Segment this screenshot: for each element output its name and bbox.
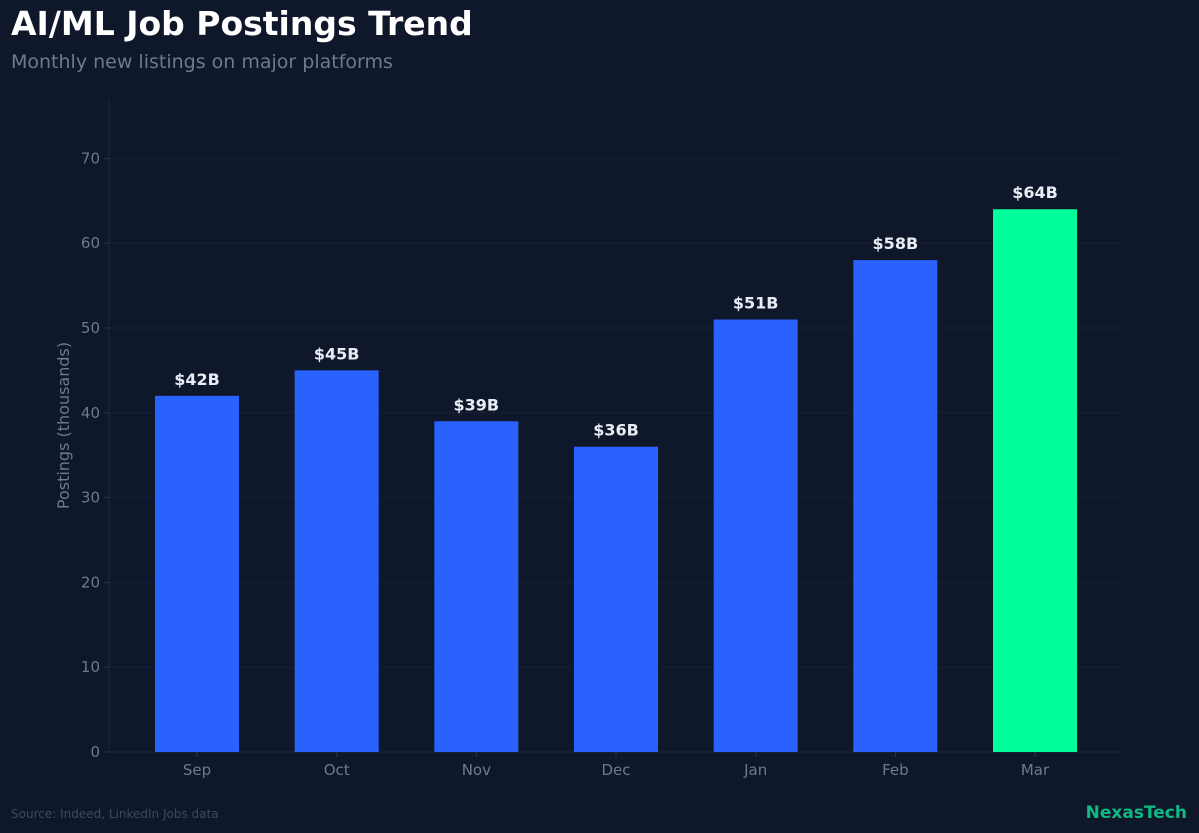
y-tick-label: 30 — [81, 489, 100, 507]
chart-title: AI/ML Job Postings Trend — [11, 4, 473, 43]
data-label-sep: $42B — [174, 370, 220, 389]
data-label-dec: $36B — [593, 421, 639, 440]
data-label-mar: $64B — [1012, 183, 1058, 202]
y-tick-label: 20 — [81, 573, 100, 591]
x-tick-label-sep: Sep — [183, 761, 211, 779]
chart-subtitle: Monthly new listings on major platforms — [11, 51, 393, 73]
x-tick-label-jan: Jan — [743, 761, 767, 779]
x-tick-label-oct: Oct — [324, 761, 350, 779]
x-tick-label-nov: Nov — [462, 761, 491, 779]
brand-logo: NexasTech — [1085, 803, 1187, 823]
y-axis-label: Postings (thousands) — [54, 342, 73, 509]
bar-sep — [155, 395, 239, 752]
bar-mar — [993, 209, 1078, 752]
bar-dec — [574, 446, 659, 752]
y-tick-label: 0 — [90, 743, 100, 761]
data-label-jan: $51B — [733, 293, 779, 312]
x-tick-label-dec: Dec — [601, 761, 630, 779]
y-tick-label: 40 — [81, 404, 100, 422]
data-label-nov: $39B — [454, 395, 500, 414]
y-tick-label: 10 — [81, 658, 100, 676]
bar-feb — [853, 260, 938, 752]
y-tick-label: 70 — [81, 149, 100, 167]
gridlines — [109, 157, 1123, 668]
bar-jan — [713, 319, 798, 752]
bar-oct — [294, 370, 379, 752]
y-tick-label: 60 — [81, 234, 100, 252]
axes: 0 10 20 30 40 50 60 70 Postings (thousands) Sep Oc… — [54, 99, 1123, 779]
bars — [155, 209, 1078, 752]
data-label-feb: $58B — [873, 234, 919, 253]
bar-nov — [434, 421, 519, 752]
y-tick-label: 50 — [81, 319, 100, 337]
source-note: Source: Indeed, LinkedIn Jobs data — [11, 807, 219, 821]
x-tick-label-feb: Feb — [882, 761, 909, 779]
labels: $42B $45B $39B $36B $51B $58B $64B — [174, 183, 1058, 439]
data-label-oct: $45B — [314, 344, 360, 363]
x-tick-label-mar: Mar — [1021, 761, 1050, 779]
